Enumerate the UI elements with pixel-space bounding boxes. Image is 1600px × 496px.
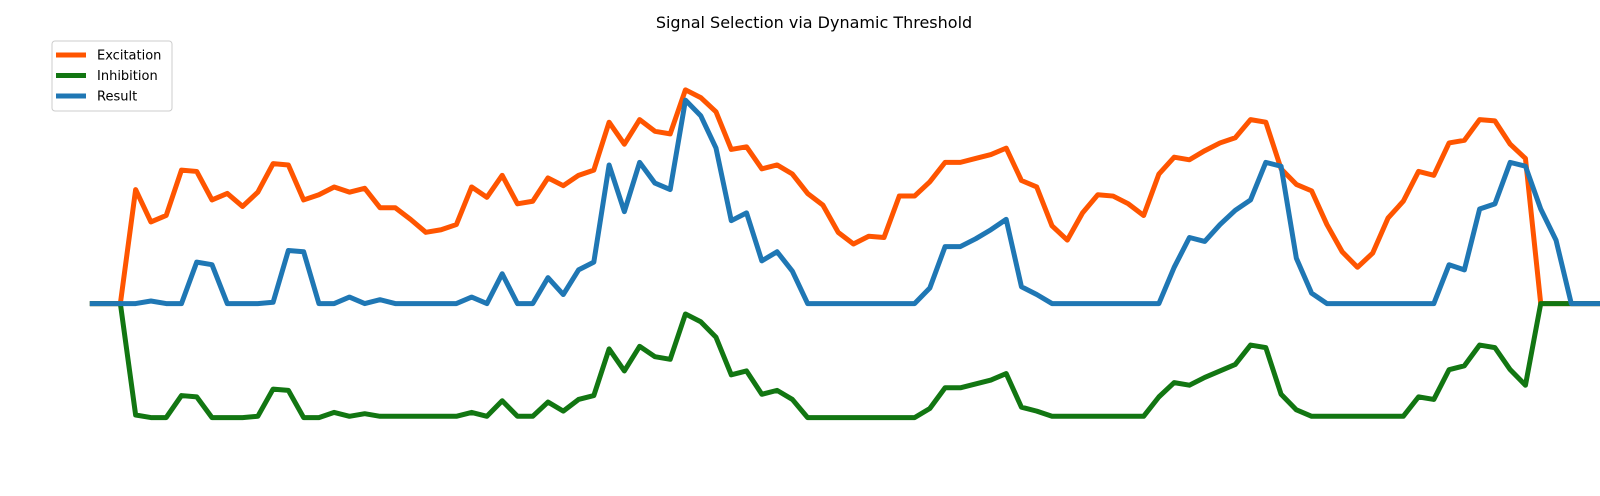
series-line-inhibition — [89, 301, 1600, 421]
series-line-result — [89, 97, 1600, 307]
legend-label-inhibition: Inhibition — [97, 69, 158, 84]
legend-item-result: Result — [56, 90, 137, 105]
series-line-excitation — [89, 87, 1600, 307]
chart-title: Signal Selection via Dynamic Threshold — [656, 13, 972, 32]
series-layer — [89, 87, 1600, 421]
legend: Excitation Inhibition Result — [51, 40, 173, 112]
legend-label-result: Result — [97, 90, 137, 105]
legend-item-inhibition: Inhibition — [56, 69, 158, 84]
legend-items: Excitation Inhibition Result — [56, 49, 161, 105]
legend-item-excitation: Excitation — [56, 49, 161, 64]
legend-label-excitation: Excitation — [97, 49, 161, 64]
